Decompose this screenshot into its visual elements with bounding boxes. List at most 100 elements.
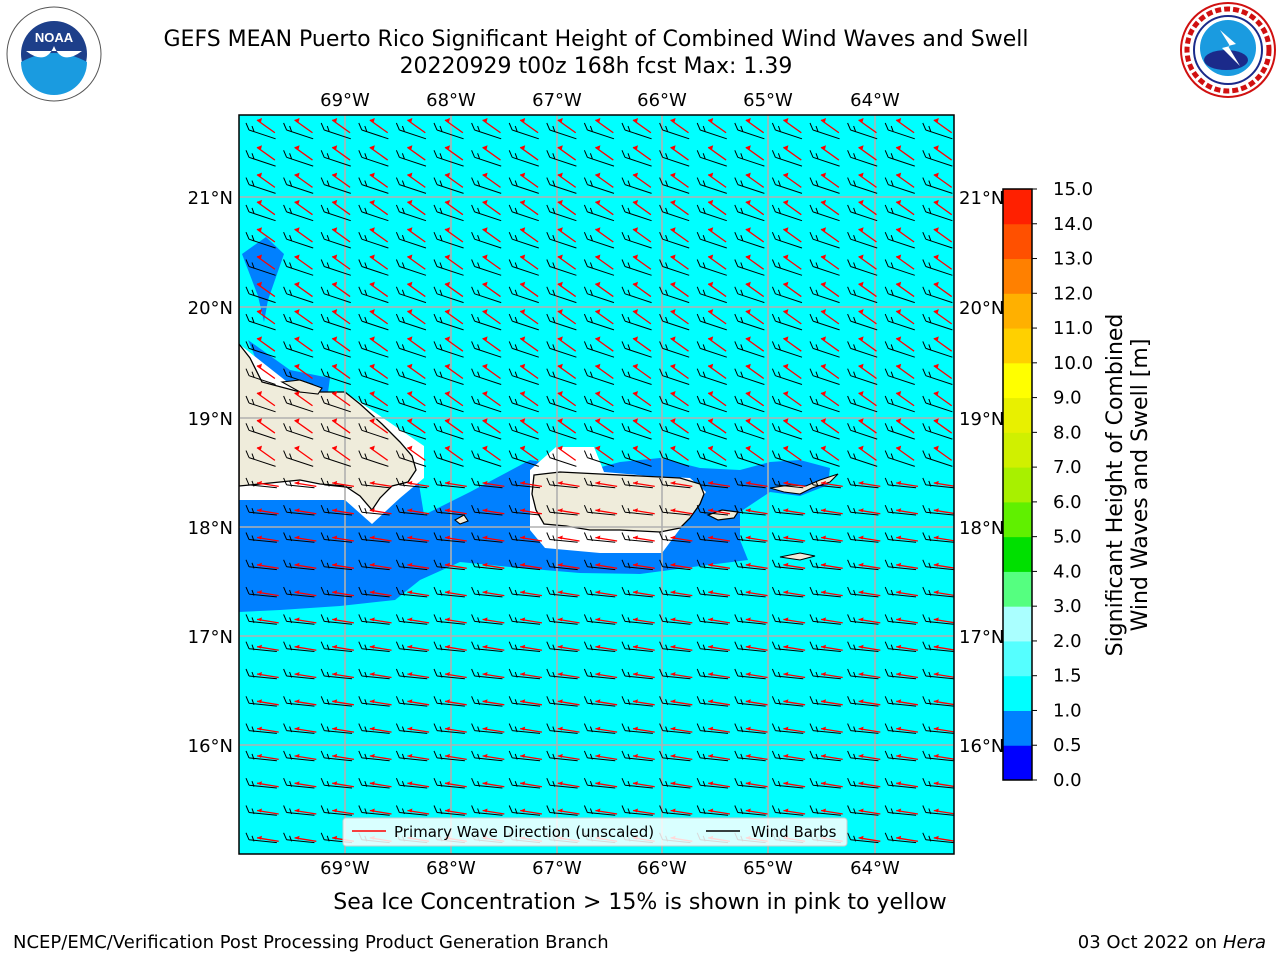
wave-direction-arrow	[820, 254, 840, 270]
wave-direction-arrow	[632, 672, 655, 679]
wind-barb	[508, 641, 541, 652]
wave-direction-arrow	[444, 418, 464, 434]
wave-direction-arrow	[820, 145, 840, 161]
wave-direction-arrow	[933, 508, 954, 515]
wind-barb	[395, 232, 427, 249]
wave-direction-arrow	[482, 118, 501, 134]
wind-barb	[395, 313, 427, 331]
wind-barb	[922, 477, 954, 489]
wave-direction-arrow	[407, 535, 430, 542]
wave-direction-arrow	[557, 508, 580, 515]
wave-direction-arrow	[933, 590, 954, 597]
wind-barb	[771, 532, 804, 543]
wave-direction-arrow	[783, 254, 802, 270]
wind-barb	[771, 423, 803, 440]
wind-barb	[621, 122, 652, 140]
wave-direction-arrow	[595, 445, 614, 461]
wind-barb	[395, 750, 428, 762]
wind-barb	[847, 286, 878, 304]
wave-direction-arrow	[444, 309, 464, 325]
lat-tick-label: 20°N	[188, 298, 233, 319]
wave-direction-arrow	[933, 562, 954, 569]
wind-barb	[621, 204, 652, 222]
wave-direction-arrow	[444, 781, 467, 788]
wave-direction-arrow	[783, 562, 806, 569]
wind-barb	[471, 150, 502, 167]
wind-barb	[471, 805, 503, 816]
wind-barb	[809, 586, 841, 598]
wind-barb	[922, 259, 953, 276]
wind-barb	[696, 313, 727, 331]
wave-direction-arrow	[783, 699, 806, 706]
noaa-logo-icon: NOAA	[6, 6, 102, 102]
wind-barb	[734, 559, 766, 571]
wind-barb	[433, 232, 464, 249]
wave-direction-arrow	[820, 590, 843, 597]
wave-direction-arrow	[595, 254, 614, 270]
wind-barb	[734, 204, 765, 222]
wave-direction-arrow	[407, 508, 430, 515]
wave-direction-arrow	[557, 644, 580, 651]
wave-direction-arrow	[557, 590, 580, 597]
wave-direction-arrow	[933, 363, 953, 380]
wind-barb	[696, 204, 727, 222]
wind-barb	[734, 505, 766, 516]
wind-barb	[809, 696, 841, 707]
colorbar-swatch	[1003, 745, 1032, 781]
svg-text:NOAA: NOAA	[35, 30, 74, 45]
wave-direction-arrow	[444, 254, 464, 270]
mona-island	[454, 514, 469, 525]
wave-direction-arrow	[256, 590, 279, 597]
wave-direction-arrow	[294, 726, 317, 733]
wind-barb	[320, 778, 353, 789]
wave-direction-arrow	[557, 281, 577, 298]
wave-direction-arrow	[256, 480, 279, 488]
wind-barb	[395, 778, 428, 789]
wind-barb	[320, 423, 351, 440]
wave-direction-arrow	[745, 145, 765, 161]
wave-direction-arrow	[482, 753, 505, 761]
wind-barb	[659, 668, 691, 680]
wave-direction-arrow	[632, 281, 652, 298]
wave-direction-arrow	[595, 672, 618, 679]
colorbar-tick-label: 1.0	[1053, 700, 1082, 721]
lat-tick-label: 17°N	[188, 627, 233, 648]
wind-barb	[771, 696, 804, 707]
wind-barb	[659, 368, 690, 385]
wave-direction-arrow	[745, 644, 768, 651]
wind-barb	[508, 395, 539, 413]
wind-barb	[771, 505, 804, 516]
wind-barb	[471, 177, 502, 194]
wave-direction-arrow	[444, 118, 464, 134]
wind-barb	[358, 450, 389, 467]
wave-direction-arrow	[670, 281, 689, 298]
wave-direction-arrow	[820, 172, 840, 188]
wind-barb	[884, 395, 915, 413]
wave-direction-arrow	[557, 309, 577, 325]
wave-direction-arrow	[482, 699, 505, 706]
wave-direction-arrow	[520, 672, 543, 679]
wind-barb	[320, 559, 353, 571]
wave-direction-arrow	[595, 391, 614, 407]
wind-barb	[245, 395, 276, 413]
lon-ticks-bottom: 69°W 68°W 67°W 66°W 65°W 64°W	[320, 858, 900, 879]
wave-direction-arrow	[256, 336, 276, 352]
wind-barb	[659, 259, 690, 276]
lat-tick-label: 21°N	[188, 188, 233, 209]
wind-barb	[583, 204, 615, 222]
wave-direction-arrow	[858, 145, 877, 161]
wind-barb	[283, 341, 314, 358]
wind-barb	[771, 641, 804, 652]
wind-barb	[621, 313, 652, 331]
colorbar: 0.0 0.5 1.0 1.5 2.0 3.0 4.0 5.0 6.0 7.0 8.0 9.0 10.0…	[1002, 179, 1093, 791]
wave-direction-arrow	[294, 562, 317, 569]
wind-barb	[583, 368, 615, 385]
colorbar-tick-label: 3.0	[1053, 596, 1082, 617]
wind-barb	[395, 641, 428, 652]
wave-direction-arrow	[745, 535, 768, 542]
wind-barb	[922, 177, 953, 194]
wind-barb	[922, 204, 953, 222]
wind-barb	[395, 122, 427, 140]
wind-barb	[734, 423, 765, 440]
wave-direction-arrow	[708, 590, 731, 597]
